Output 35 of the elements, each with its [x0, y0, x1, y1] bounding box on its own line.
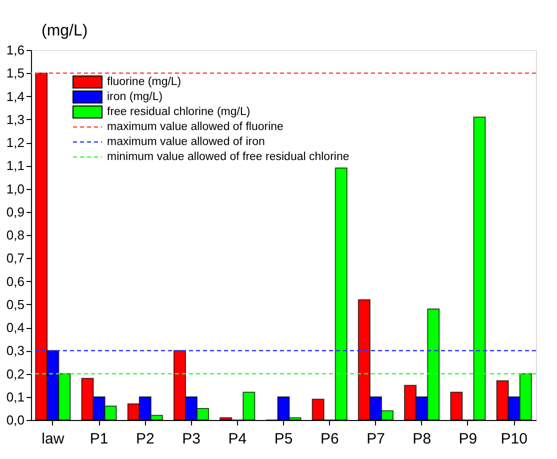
y-tick-label: 0,1 — [6, 389, 24, 404]
y-tick-label: 0,8 — [6, 228, 24, 242]
legend-label: maximum value allowed of iron — [107, 136, 265, 148]
y-tick-label: 0,5 — [6, 296, 24, 312]
y-tick-label: 0,2 — [6, 366, 24, 382]
y-tick-label: 1,6 — [6, 42, 24, 58]
x-tick-label: P3 — [182, 430, 200, 448]
y-tick-label: 0,6 — [6, 274, 24, 289]
x-tick-label: P8 — [412, 430, 432, 448]
y-tick-label: 0,7 — [6, 250, 24, 266]
y-tick-label: 0,9 — [6, 204, 24, 220]
legend-label: free residual chlorine (mg/L) — [107, 106, 250, 118]
x-tick-label: P7 — [366, 430, 385, 448]
x-tick-label: P6 — [320, 430, 339, 448]
y-tick-label: 1,4 — [6, 88, 24, 104]
x-tick-label: P2 — [136, 430, 154, 448]
legend-label: iron (mg/L) — [107, 91, 163, 103]
y-axis-title: (mg/L) — [42, 22, 88, 40]
x-tick-label: P4 — [228, 430, 247, 448]
x-tick-label: law — [42, 430, 64, 448]
x-tick-label: P5 — [274, 430, 293, 448]
x-tick-label: P1 — [90, 430, 108, 448]
y-tick-label: 1,5 — [6, 66, 24, 81]
y-tick-label: 1,0 — [6, 181, 24, 196]
y-tick-label: 1,3 — [6, 112, 24, 127]
legend-label: minimum value allowed of free residual chlorine — [107, 151, 350, 163]
legend-label: maximum value allowed of fluorine — [107, 121, 284, 133]
legend-label: fluorine (mg/L) — [107, 76, 182, 88]
x-tick-label: P9 — [458, 430, 478, 448]
x-tick-label: P10 — [500, 430, 528, 448]
y-tick-label: 0,0 — [6, 412, 24, 428]
y-tick-label: 0,3 — [6, 343, 24, 358]
y-tick-label: 1,2 — [6, 135, 24, 150]
y-tick-label: 0,4 — [6, 320, 24, 335]
y-tick-label: 1,1 — [6, 158, 24, 174]
